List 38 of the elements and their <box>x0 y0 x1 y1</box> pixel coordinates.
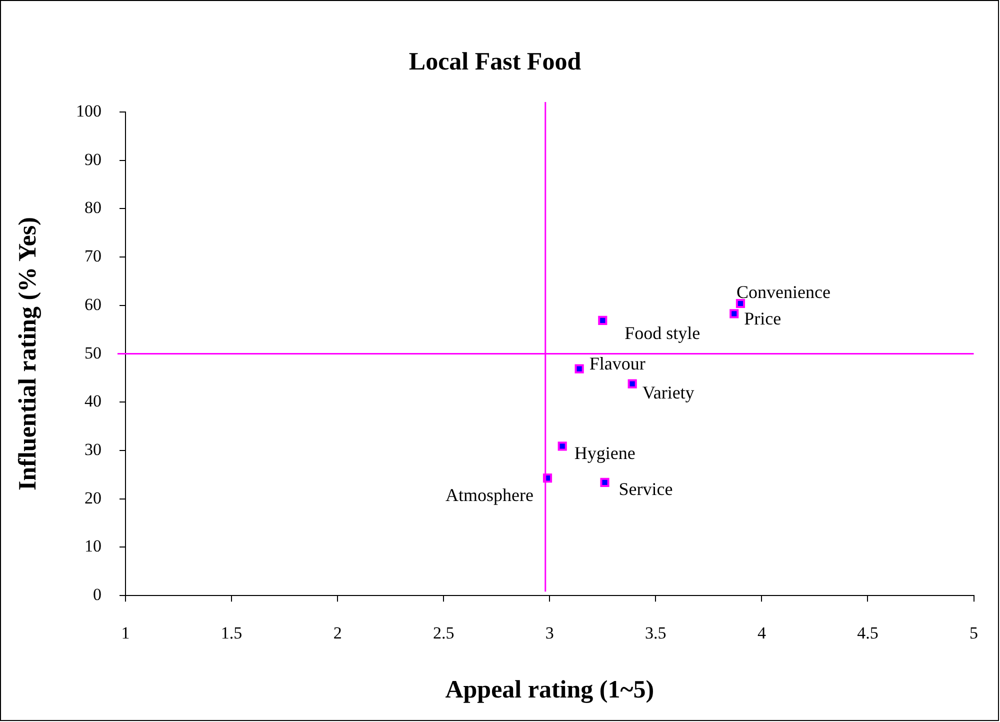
point <box>730 309 739 318</box>
annotation: Atmosphere <box>446 484 534 505</box>
y-tick-label: 50 <box>84 343 102 362</box>
y-axis-title: Influential rating (% Yes) <box>14 217 42 490</box>
x-tick-label: 3 <box>545 623 554 642</box>
y-tick-label: 100 <box>76 101 102 120</box>
annotation: Hygiene <box>574 442 636 463</box>
x-tick-label: 4 <box>757 623 766 642</box>
point <box>736 298 746 308</box>
y-tick-label: 10 <box>84 536 102 556</box>
y-tick-label: 30 <box>84 440 102 459</box>
x-tick-label: 4.5 <box>857 623 878 642</box>
point <box>574 364 584 374</box>
y-tick-label: 80 <box>84 198 102 218</box>
x-tick-label: 2 <box>333 623 342 642</box>
annotation: Flavour <box>589 354 646 374</box>
point <box>600 478 610 487</box>
x-tick-label: 1 <box>121 623 130 642</box>
annotation: Price <box>744 308 782 328</box>
chart-title: Local Fast Food <box>408 48 582 76</box>
annotation: Food style <box>624 323 700 344</box>
y-tick-label: 20 <box>84 488 102 508</box>
x-axis-title: Appeal rating (1~5) <box>445 676 654 704</box>
point <box>598 316 608 325</box>
x-tick-label: 3.5 <box>645 623 666 642</box>
annotation: Service <box>618 479 673 500</box>
x-tick-label: 5 <box>970 623 978 642</box>
point <box>558 442 567 451</box>
y-tick-label: 0 <box>93 585 102 604</box>
y-tick-label: 70 <box>84 246 102 266</box>
x-tick-label: 1.5 <box>220 623 242 642</box>
annotation: Variety <box>642 382 694 403</box>
x-tick-label: 2.5 <box>432 623 454 642</box>
annotation: Convenience <box>736 282 830 302</box>
y-tick-label: 40 <box>84 392 102 411</box>
y-tick-label: 90 <box>84 150 102 169</box>
y-tick-label: 60 <box>84 294 102 314</box>
point <box>628 379 637 388</box>
